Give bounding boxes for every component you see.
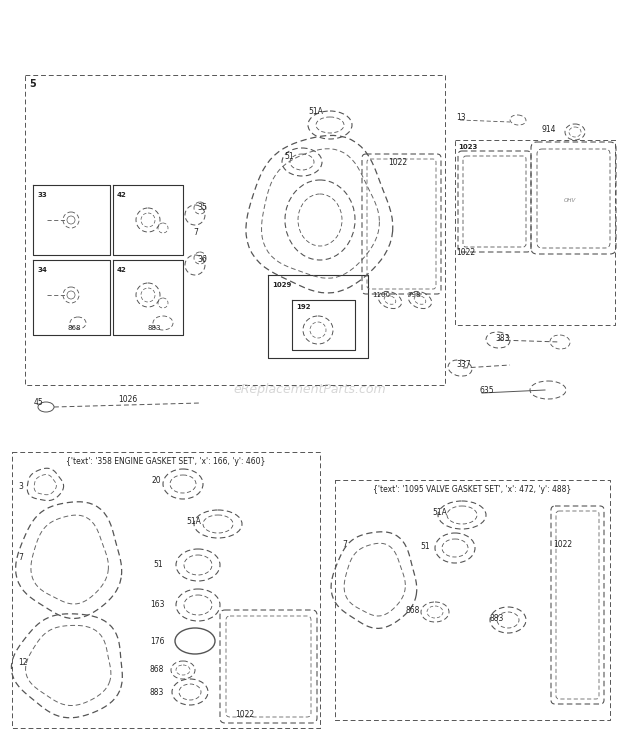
Text: 42: 42 bbox=[117, 192, 126, 198]
Text: 12: 12 bbox=[18, 658, 27, 667]
Text: 798: 798 bbox=[407, 292, 420, 298]
Text: eReplacementParts.com: eReplacementParts.com bbox=[234, 383, 386, 397]
Text: 883: 883 bbox=[147, 325, 161, 331]
Text: 1022: 1022 bbox=[388, 158, 407, 167]
Text: 13: 13 bbox=[456, 113, 466, 122]
Text: 1022: 1022 bbox=[235, 710, 254, 719]
Text: {'text': '358 ENGINE GASKET SET', 'x': 166, 'y': 460}: {'text': '358 ENGINE GASKET SET', 'x': 1… bbox=[66, 457, 266, 466]
Text: 176: 176 bbox=[150, 637, 164, 646]
Text: 163: 163 bbox=[150, 600, 164, 609]
Text: 868: 868 bbox=[67, 325, 81, 331]
Text: 192: 192 bbox=[296, 304, 311, 310]
Text: 33: 33 bbox=[38, 192, 48, 198]
Text: 383: 383 bbox=[495, 334, 510, 343]
Text: 3: 3 bbox=[18, 482, 23, 491]
Text: {'text': '1095 VALVE GASKET SET', 'x': 472, 'y': 488}: {'text': '1095 VALVE GASKET SET', 'x': 4… bbox=[373, 485, 571, 494]
Text: 36: 36 bbox=[197, 255, 206, 264]
Text: 1100: 1100 bbox=[372, 292, 390, 298]
Text: 868: 868 bbox=[405, 606, 419, 615]
Text: 1029: 1029 bbox=[272, 282, 291, 288]
Text: 914: 914 bbox=[542, 125, 557, 134]
Text: 51: 51 bbox=[420, 542, 430, 551]
Text: 1026: 1026 bbox=[118, 395, 137, 404]
Text: 635: 635 bbox=[480, 386, 495, 395]
Text: 45: 45 bbox=[34, 398, 44, 407]
Text: 51: 51 bbox=[284, 152, 294, 161]
Text: 1022: 1022 bbox=[553, 540, 572, 549]
Text: 337: 337 bbox=[456, 360, 471, 369]
Text: 51A: 51A bbox=[186, 517, 201, 526]
Text: 1022: 1022 bbox=[456, 248, 475, 257]
Text: OHV: OHV bbox=[564, 197, 576, 202]
Text: 7: 7 bbox=[342, 540, 347, 549]
Text: 7: 7 bbox=[18, 553, 23, 562]
Text: 51A: 51A bbox=[432, 508, 447, 517]
Text: 51: 51 bbox=[153, 560, 162, 569]
Text: 20: 20 bbox=[152, 476, 162, 485]
Text: 34: 34 bbox=[38, 267, 48, 273]
Text: 35: 35 bbox=[197, 203, 206, 212]
Text: 883: 883 bbox=[150, 688, 164, 697]
Text: 51A: 51A bbox=[308, 107, 323, 116]
Text: 5: 5 bbox=[29, 79, 36, 89]
Text: 868: 868 bbox=[150, 665, 164, 674]
Text: 1023: 1023 bbox=[458, 144, 477, 150]
Text: 42: 42 bbox=[117, 267, 126, 273]
Text: 883: 883 bbox=[490, 614, 505, 623]
Text: 7: 7 bbox=[193, 228, 198, 237]
